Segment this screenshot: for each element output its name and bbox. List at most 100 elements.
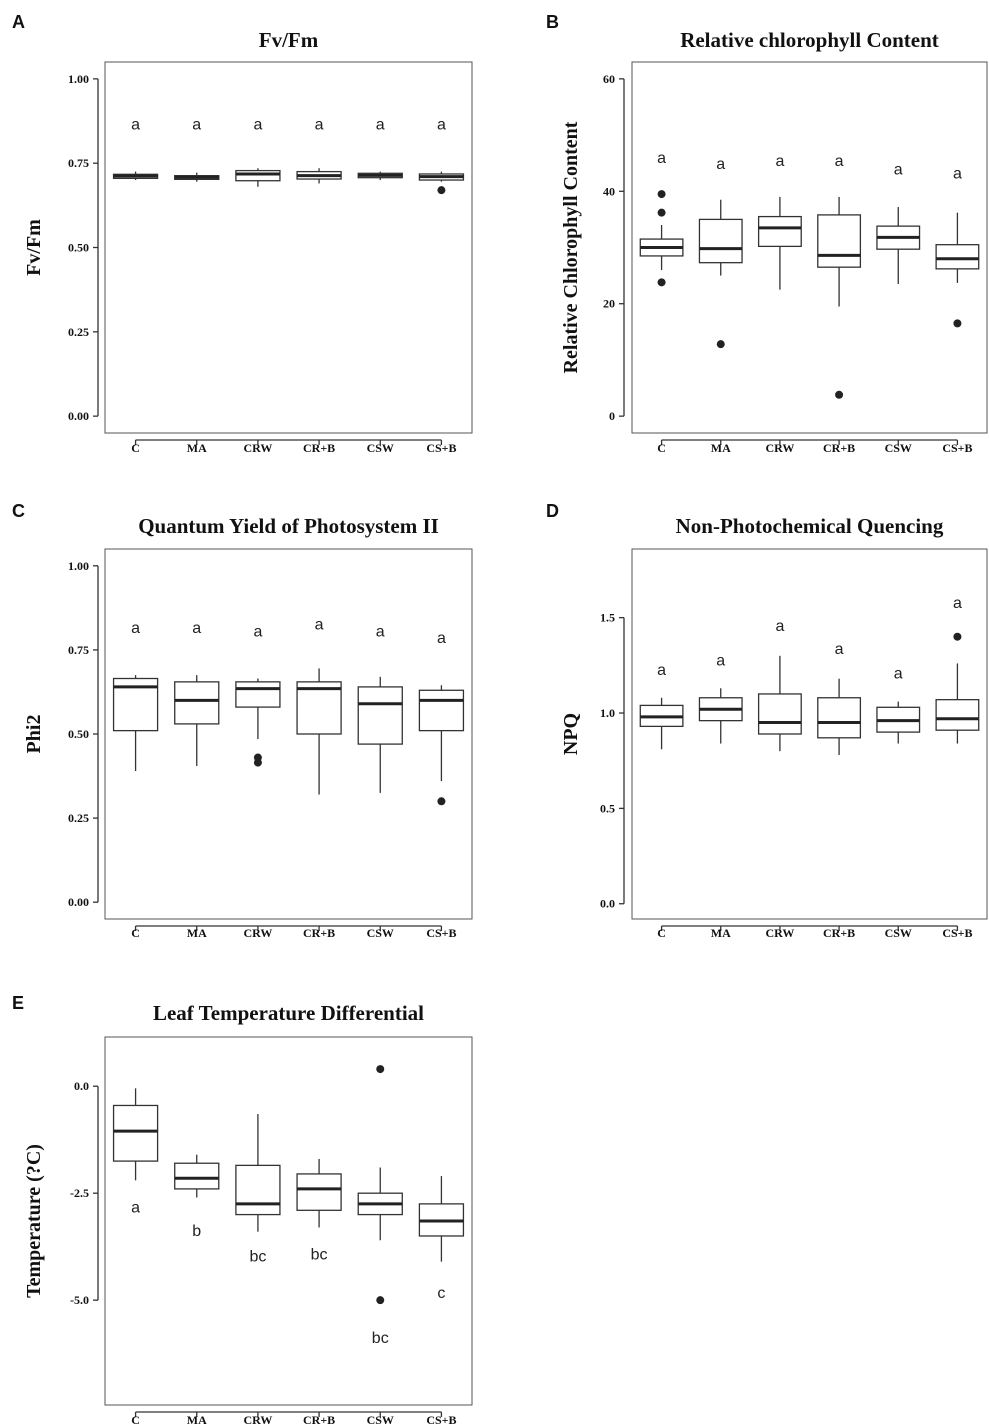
significance-letter: a [657, 662, 666, 679]
iqr-box [296, 1173, 342, 1211]
significance-letter: b [192, 1223, 201, 1240]
box-crw: bc [235, 1114, 281, 1266]
outlier-point [953, 319, 962, 328]
y-tick-label: 0.0 [600, 897, 615, 911]
iqr-box [235, 1164, 281, 1216]
panel-letter: A [12, 12, 25, 32]
y-tick-label: -2.5 [70, 1186, 89, 1200]
x-tick-label: CSW [367, 926, 394, 940]
x-tick-label: CRW [765, 926, 794, 940]
y-axis: 1.00 0.75 0.50 0.25 0.00 [68, 559, 99, 909]
box-crw: a [757, 618, 802, 752]
box-csplusb: a [418, 116, 465, 195]
x-tick-label: CRW [765, 441, 794, 455]
y-tick-label: 1.0 [600, 706, 615, 720]
y-tick-label: 0.25 [68, 325, 89, 339]
y-tick-label: 60 [603, 72, 615, 86]
box-crw: a [235, 116, 281, 187]
outlier-point [253, 758, 262, 767]
x-tick-label: CR+B [303, 1413, 335, 1427]
y-axis-label: Temperature (?C) [23, 1144, 45, 1298]
x-tick-label: CR+B [823, 441, 855, 455]
x-tick-label: CR+B [303, 926, 335, 940]
outlier-point [437, 797, 446, 806]
iqr-box [698, 218, 743, 264]
significance-letter: a [894, 666, 903, 683]
y-tick-label: 1.5 [600, 611, 615, 625]
box-crplusb: a [296, 116, 342, 184]
y-tick-label: 0.00 [68, 895, 89, 909]
y-tick-label: 40 [603, 184, 615, 198]
significance-letter: a [376, 116, 385, 133]
significance-letter: a [437, 116, 446, 133]
x-tick-label: MA [711, 441, 731, 455]
iqr-box [235, 681, 281, 708]
y-tick-label: 0.75 [68, 643, 89, 657]
box-ma: b [174, 1154, 220, 1240]
x-tick-label: CS+B [426, 1413, 456, 1427]
outlier-point [657, 190, 666, 199]
box-c: a [112, 620, 159, 771]
outlier-point [437, 186, 446, 195]
box-crplusb: a [296, 617, 342, 795]
panel-b: B Relative chlorophyll Content Relative Ch… [546, 12, 988, 455]
panel-a: A Fv/Fm Fv/Fm 1.00 0.75 0.50 0.25 0.00 C MA CRW CR+… [12, 12, 473, 455]
y-axis-label: NPQ [560, 713, 582, 755]
panel-title: Relative chlorophyll Content [680, 28, 939, 52]
significance-letter: a [657, 150, 666, 167]
significance-letter: bc [311, 1247, 328, 1264]
panel-e: E Leaf Temperature Differential Temperatur… [12, 993, 473, 1427]
x-axis: C MA CRW CR+B CSW CS+B [131, 439, 457, 455]
y-tick-label: -5.0 [70, 1293, 89, 1307]
significance-letter: a [775, 153, 784, 170]
iqr-box [757, 215, 802, 248]
iqr-box [174, 1162, 220, 1190]
panel-title: Quantum Yield of Photosystem II [138, 514, 439, 538]
significance-letter: a [716, 652, 725, 669]
panel-title: Fv/Fm [259, 28, 319, 52]
significance-letter: a [253, 623, 262, 640]
x-tick-label: MA [187, 926, 207, 940]
y-axis: 1.5 1.0 0.5 0.0 [600, 611, 625, 911]
box-csw: a [357, 623, 403, 793]
x-tick-label: CRW [243, 926, 272, 940]
outlier-point [835, 390, 844, 399]
significance-letter: a [131, 1199, 140, 1216]
box-ma: a [174, 116, 220, 182]
panel-letter: E [12, 993, 24, 1013]
box-csplusb: c [418, 1176, 465, 1302]
x-tick-label: CRW [243, 1413, 272, 1427]
significance-letter: a [376, 623, 385, 640]
significance-letter: a [775, 618, 784, 635]
y-tick-label: 0.25 [68, 811, 89, 825]
significance-letter: a [131, 620, 140, 637]
y-tick-label: 1.00 [68, 559, 89, 573]
box-csw: a [876, 161, 921, 285]
iqr-box [817, 697, 862, 739]
y-tick-label: 20 [603, 297, 615, 311]
y-axis: 1.00 0.75 0.50 0.25 0.00 [68, 72, 99, 423]
iqr-box [357, 686, 403, 745]
panel-title: Leaf Temperature Differential [153, 1001, 424, 1025]
box-ma: a [174, 620, 220, 766]
y-tick-label: 0.5 [600, 801, 615, 815]
outlier-point [376, 1065, 385, 1074]
significance-letter: a [835, 641, 844, 658]
box-crw: a [235, 623, 281, 767]
box-csplusb: a [935, 595, 980, 744]
significance-letter: a [253, 116, 262, 133]
y-tick-label: 0.50 [68, 727, 89, 741]
iqr-box [418, 689, 465, 732]
x-tick-label: CS+B [426, 441, 456, 455]
plot-frame [104, 1036, 473, 1406]
significance-letter: a [315, 116, 324, 133]
iqr-box [174, 681, 220, 725]
box-crplusb: a [817, 641, 862, 755]
significance-letter: a [192, 116, 201, 133]
x-tick-label: MA [187, 441, 207, 455]
y-axis: 0.0 -2.5 -5.0 [70, 1079, 99, 1307]
x-tick-label: C [131, 926, 140, 940]
plot-frame [631, 61, 988, 434]
y-axis: 60 40 20 0 [603, 72, 625, 423]
significance-letter: a [953, 595, 962, 612]
